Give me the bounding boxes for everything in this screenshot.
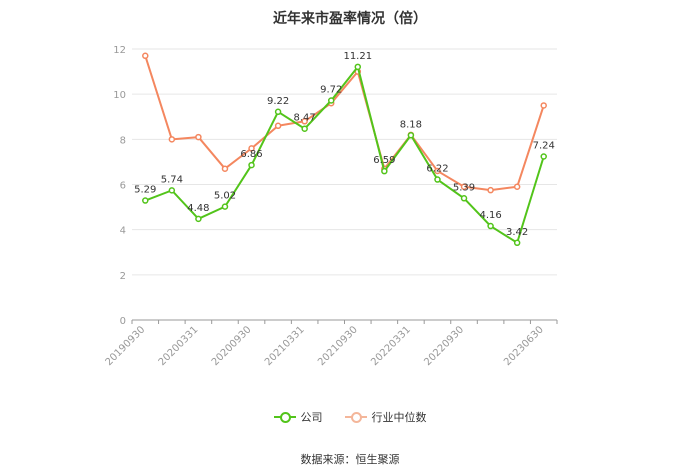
data-point-0 [381, 167, 388, 175]
legend-industry-label: 行业中位数 [371, 411, 427, 424]
data-point-0 [274, 108, 282, 116]
data-point-0 [248, 161, 255, 169]
data-label: 3.42 [506, 227, 528, 238]
legend: 公司 行业中位数 [0, 409, 700, 425]
data-label: 5.02 [214, 191, 236, 202]
x-tick-label: 20210331 [263, 324, 307, 368]
data-label: 4.48 [187, 203, 209, 214]
y-tick-label: 10 [113, 90, 126, 101]
data-point-1 [221, 165, 229, 172]
data-label: 9.72 [320, 84, 342, 95]
data-label: 5.29 [134, 185, 156, 196]
data-point-0 [195, 215, 202, 223]
legend-item-industry[interactable]: 行业中位数 [344, 409, 427, 425]
data-point-0 [301, 125, 308, 132]
data-point-0 [540, 153, 547, 160]
series-line-1 [144, 55, 545, 192]
x-tick-label: 20210930 [316, 324, 360, 368]
data-label: 4.16 [479, 210, 501, 221]
y-tick-label: 4 [120, 226, 126, 237]
data-label: 5.74 [161, 174, 183, 185]
legend-company-marker [273, 412, 296, 423]
data-label: 6.59 [373, 155, 395, 166]
chart-title: 近年来市盈率情况（倍） [273, 11, 427, 27]
legend-company-label: 公司 [300, 411, 323, 424]
y-tick-label: 2 [120, 271, 126, 282]
series-line-0 [144, 65, 545, 244]
data-point-0 [354, 63, 362, 71]
data-point-1 [195, 133, 202, 141]
data-point-1 [248, 145, 255, 152]
data-point-0 [407, 132, 415, 139]
y-tick-label: 12 [113, 45, 126, 56]
data-label: 8.47 [294, 113, 316, 124]
data-point-1 [142, 52, 149, 60]
data-point-0 [142, 197, 149, 204]
data-point-1 [168, 136, 176, 143]
data-label: 7.24 [533, 140, 555, 151]
y-tick-label: 6 [120, 181, 126, 192]
data-point-0 [434, 176, 441, 183]
data-label: 8.18 [400, 119, 422, 130]
x-tick-label: 20230630 [502, 324, 546, 368]
x-tick-label: 20200930 [210, 324, 254, 368]
x-tick-label: 20200331 [157, 324, 201, 368]
data-label: 5.39 [453, 182, 475, 193]
data-point-1 [301, 118, 308, 125]
data-point-1 [274, 122, 282, 130]
data-label: 11.21 [343, 51, 372, 62]
data-point-0 [513, 239, 521, 247]
data-label: 6.86 [240, 149, 262, 160]
x-tick-label: 20190930 [104, 324, 148, 368]
data-point-1 [513, 183, 521, 191]
data-label: 6.22 [426, 164, 448, 175]
data-point-1 [487, 186, 494, 194]
data-point-0 [221, 203, 229, 210]
y-tick-label: 0 [120, 316, 126, 327]
x-tick-label: 20220930 [422, 324, 466, 368]
legend-industry-marker [344, 412, 367, 423]
data-point-0 [487, 222, 494, 230]
data-point-0 [168, 187, 176, 194]
data-point-1 [434, 167, 441, 175]
data-point-0 [327, 97, 335, 104]
data-label: 9.22 [267, 96, 289, 107]
x-tick-label: 20220331 [369, 324, 413, 368]
source-note: 数据来源：恒生聚源 [300, 453, 400, 466]
data-point-1 [540, 102, 547, 109]
data-point-1 [460, 183, 468, 191]
legend-item-company[interactable]: 公司 [273, 409, 323, 425]
y-tick-label: 8 [120, 135, 126, 146]
data-point-0 [460, 195, 468, 202]
